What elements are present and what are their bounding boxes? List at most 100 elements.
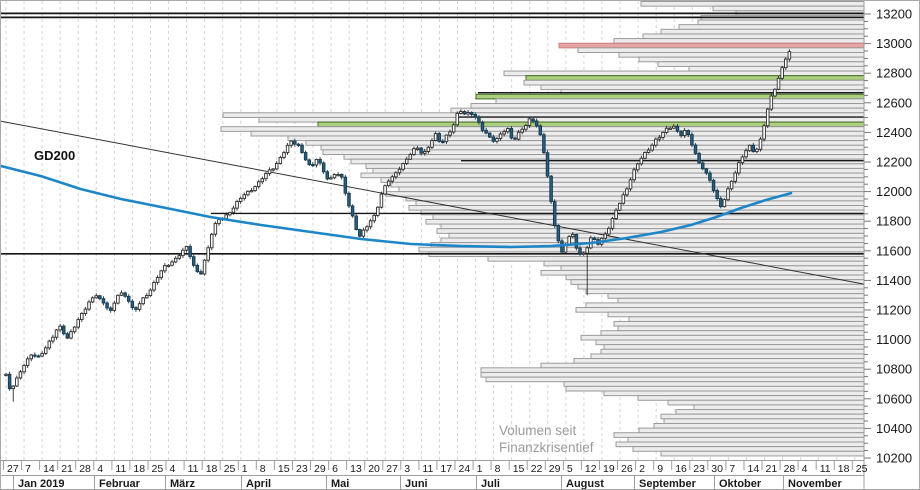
candle-up	[787, 51, 792, 60]
volume-bar	[607, 293, 865, 299]
candle-up	[314, 158, 319, 166]
candle-up	[773, 88, 777, 97]
candle-down	[343, 176, 348, 194]
candle-up	[166, 264, 171, 267]
candle-down	[307, 159, 311, 165]
candle-up	[361, 229, 366, 237]
volume-bar	[712, 5, 865, 12]
candle-down	[123, 292, 127, 297]
candle-up	[336, 174, 340, 177]
volume-bar	[613, 320, 865, 327]
candle-down	[195, 264, 200, 273]
candle-up	[506, 128, 510, 133]
candle-down	[477, 116, 481, 123]
week-label: 28	[784, 463, 796, 475]
volume-bar	[697, 19, 865, 26]
candle-up	[329, 177, 333, 180]
candle-up	[246, 190, 250, 196]
candle-up	[271, 168, 275, 171]
week-label: 18	[838, 463, 850, 475]
month-label: September	[639, 478, 697, 490]
candle-up	[448, 131, 452, 136]
candle-up	[332, 174, 337, 179]
volume-bar	[258, 116, 865, 123]
volume-bar	[615, 441, 865, 448]
candle-up	[159, 270, 163, 279]
candle-up	[636, 163, 640, 171]
volume-bar	[693, 404, 865, 411]
week-label: 15	[513, 463, 525, 475]
volume-bar-green	[525, 75, 865, 81]
candles-layer	[4, 49, 792, 402]
candle-up	[87, 301, 91, 310]
candle-down	[531, 118, 535, 122]
candle-up	[737, 162, 741, 174]
candle-down	[347, 192, 351, 207]
candle-up	[275, 163, 279, 170]
month-label: Mai	[331, 478, 349, 490]
candle-down	[509, 128, 514, 139]
candle-up	[639, 157, 644, 165]
candle-up	[365, 226, 369, 231]
volume-bar	[585, 288, 865, 295]
volume-bar	[440, 223, 865, 230]
candle-up	[415, 147, 420, 150]
candle-up	[18, 371, 23, 379]
candle-up	[22, 365, 26, 373]
week-label: 28	[79, 463, 91, 475]
month-label: Juni	[405, 478, 428, 490]
y-axis-label: 12400	[876, 125, 912, 140]
candle-up	[769, 95, 774, 110]
candle-up	[390, 176, 395, 182]
week-label: 23	[296, 463, 308, 475]
volume-bar	[560, 89, 865, 95]
candle-up	[152, 281, 156, 291]
candle-up	[722, 199, 727, 208]
candle-up	[376, 206, 380, 216]
volume-bar	[487, 256, 865, 262]
y-axis-label: 13000	[876, 36, 912, 51]
candle-up	[426, 146, 431, 152]
candle-up	[657, 136, 662, 140]
candle-up	[90, 297, 95, 303]
candle-down	[578, 247, 582, 254]
volume-bar	[640, 1, 865, 7]
candle-down	[321, 162, 326, 173]
candle-up	[610, 218, 615, 229]
volume-bar	[540, 84, 865, 91]
candle-up	[235, 200, 239, 209]
candle-down	[697, 152, 701, 164]
volume-bar	[540, 362, 865, 369]
candle-down	[462, 111, 467, 115]
week-label: 4	[97, 463, 103, 475]
candle-up	[112, 302, 117, 311]
week-label: 14	[43, 463, 55, 475]
candle-down	[473, 114, 478, 118]
volume-bar	[627, 436, 865, 443]
candle-down	[592, 237, 597, 241]
y-axis-label: 12800	[876, 66, 912, 81]
candle-down	[513, 137, 517, 140]
candle-up	[249, 190, 254, 193]
y-axis-label: 10800	[876, 362, 912, 377]
volume-bar	[570, 279, 865, 285]
candle-up	[451, 124, 456, 133]
week-label: 4	[802, 463, 808, 475]
candle-up	[433, 133, 438, 141]
candle-up	[29, 354, 34, 360]
candle-up	[654, 138, 658, 146]
volume-bar-green	[475, 93, 865, 100]
candle-down	[556, 225, 561, 242]
candle-down	[484, 129, 488, 134]
volume-bar	[653, 422, 865, 429]
volume-bar	[667, 399, 865, 406]
volume-bar	[480, 367, 865, 373]
candle-down	[300, 144, 304, 153]
gd200-layer	[1, 164, 793, 249]
week-label: 1	[242, 463, 248, 475]
candle-down	[7, 373, 12, 390]
candle-up	[170, 261, 174, 266]
candle-up	[404, 158, 409, 164]
candle-up	[11, 385, 15, 390]
candle-down	[36, 355, 41, 358]
